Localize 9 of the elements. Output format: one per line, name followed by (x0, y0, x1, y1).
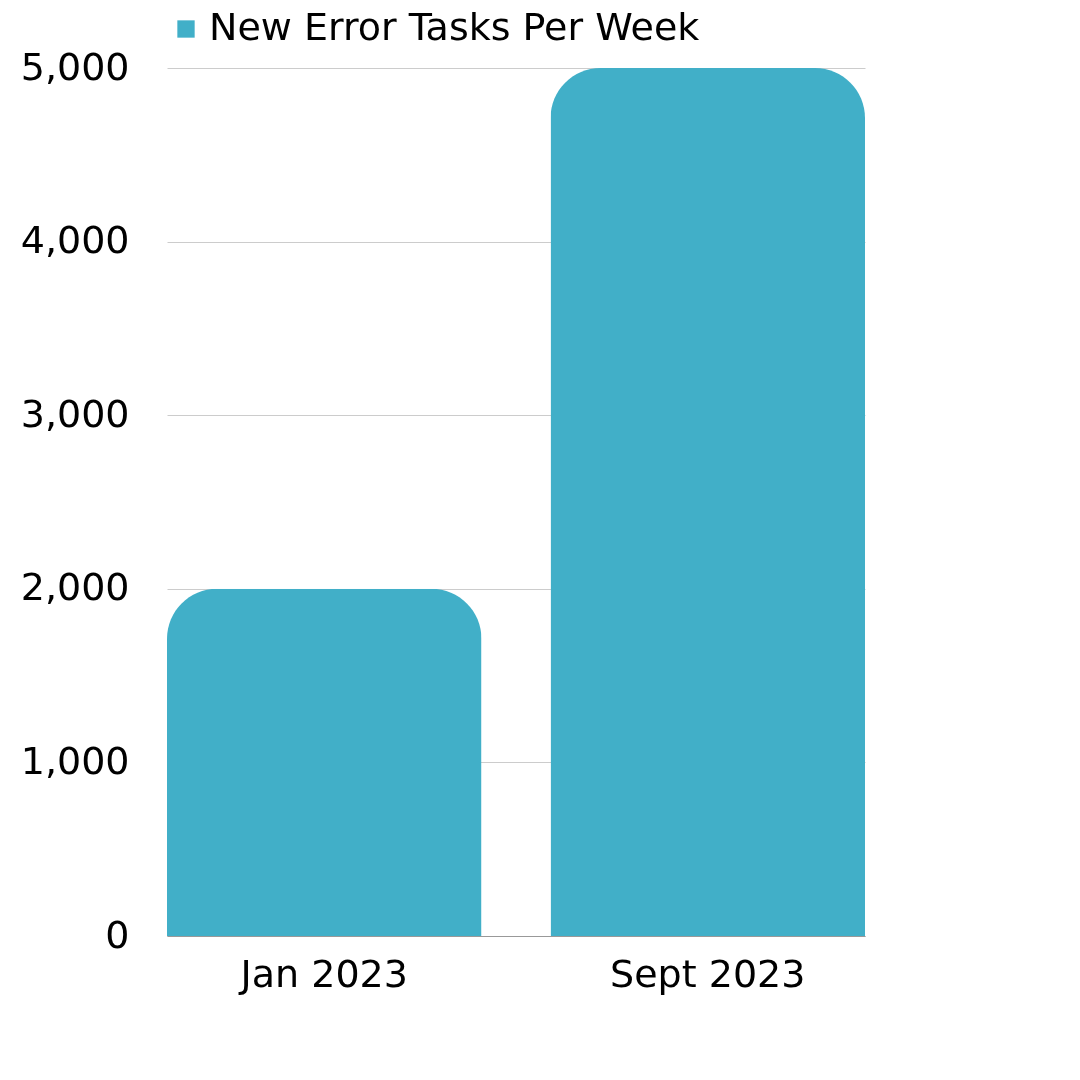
y-tick-label: 2,000 (20, 565, 130, 610)
y-tick-label: 0 (105, 912, 130, 957)
y-tick-label: 3,000 (20, 391, 130, 436)
x-tick-label: Sept 2023 (610, 951, 806, 996)
x-tick-label: Jan 2023 (238, 951, 408, 996)
y-tick-label: 4,000 (20, 218, 130, 263)
y-tick-label: 5,000 (20, 44, 130, 89)
legend-label: New Error Tasks Per Week (209, 5, 700, 49)
y-tick-label: 1,000 (20, 738, 130, 783)
